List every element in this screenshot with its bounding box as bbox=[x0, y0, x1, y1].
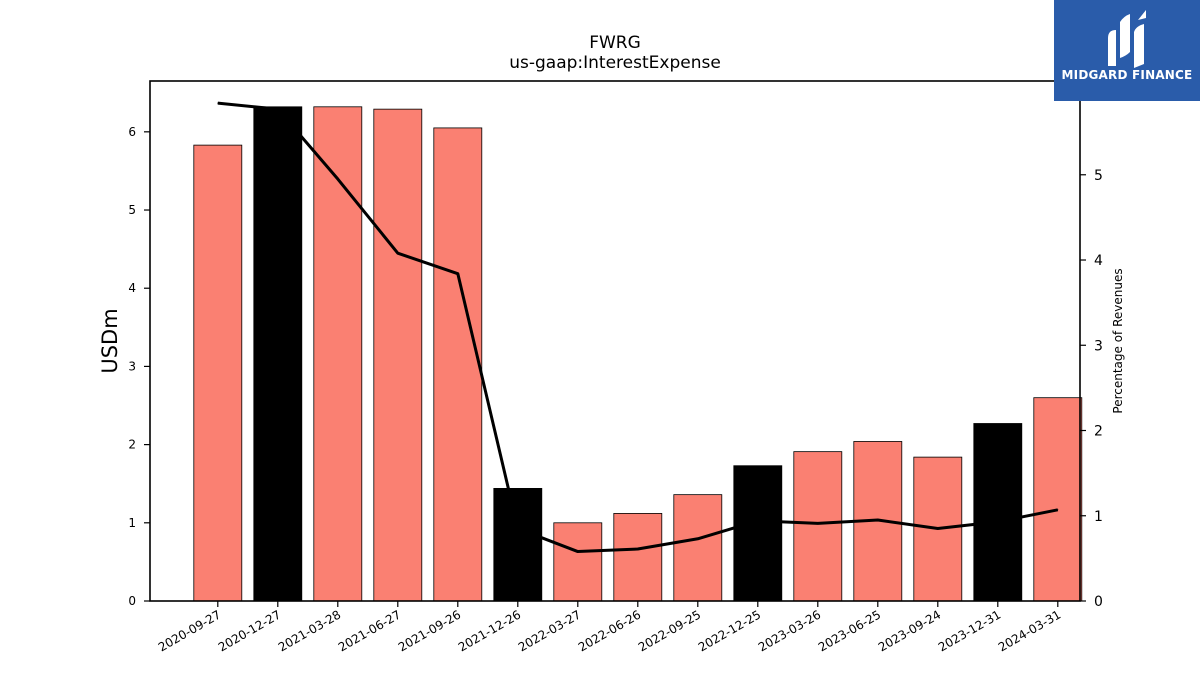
y-tick-label: 3 bbox=[128, 359, 136, 373]
bar-2020-12-27 bbox=[253, 106, 303, 602]
y2-tick-label: 4 bbox=[1094, 253, 1103, 269]
bar-2021-06-27 bbox=[373, 108, 423, 602]
bar-2022-06-26 bbox=[613, 513, 663, 602]
x-tick-label: 2022-09-25 bbox=[636, 607, 703, 654]
logo: MIDGARD FINANCE bbox=[1054, 0, 1200, 101]
chart-subtitle: us-gaap:InterestExpense bbox=[509, 53, 721, 73]
x-tick-label: 2022-06-26 bbox=[576, 607, 643, 654]
x-tick-label: 2020-09-27 bbox=[156, 607, 223, 654]
bar-2024-03-31 bbox=[1033, 397, 1083, 602]
line-point-2023-09-24 bbox=[937, 528, 939, 530]
y-axis-label: USDm bbox=[98, 308, 122, 373]
plot-frame bbox=[149, 80, 1081, 602]
line-point-2023-06-25 bbox=[877, 519, 879, 521]
y-tick-label: 4 bbox=[128, 281, 136, 295]
x-tick-label: 2023-09-24 bbox=[876, 607, 943, 654]
y2-tick-label: 1 bbox=[1094, 509, 1103, 525]
x-tick-label: 2022-12-25 bbox=[696, 607, 763, 654]
bar-2021-09-26 bbox=[433, 127, 483, 602]
y2-axis-label: Percentage of Revenues bbox=[1111, 268, 1125, 413]
bars-group bbox=[193, 106, 1083, 602]
bar-2023-12-31 bbox=[973, 423, 1023, 602]
chart-title: FWRG bbox=[589, 33, 641, 53]
x-tick-label: 2021-06-27 bbox=[336, 607, 403, 654]
line-point-2021-09-26 bbox=[457, 273, 459, 275]
line-point-2021-06-27 bbox=[397, 252, 399, 254]
bar-2022-03-27 bbox=[553, 522, 603, 602]
y2-tick-label: 0 bbox=[1094, 594, 1103, 610]
y-tick-label: 1 bbox=[128, 516, 136, 530]
line-point-2023-12-31 bbox=[997, 521, 999, 523]
y-tick-label: 2 bbox=[128, 438, 136, 452]
y2-tick-label: 3 bbox=[1094, 338, 1103, 354]
x-tick-label: 2023-06-25 bbox=[816, 607, 883, 654]
x-tick-label: 2020-12-27 bbox=[216, 607, 283, 654]
line-group bbox=[217, 101, 1059, 554]
bar-2020-09-27 bbox=[193, 144, 243, 602]
line-point-2022-03-27 bbox=[577, 551, 579, 553]
x-tick-label: 2021-03-28 bbox=[276, 607, 343, 654]
bar-2023-03-26 bbox=[793, 451, 843, 602]
bar-2021-03-28 bbox=[313, 106, 363, 602]
bar-2022-12-25 bbox=[733, 465, 783, 602]
bar-2022-09-25 bbox=[673, 494, 723, 602]
line-point-2020-09-27 bbox=[217, 102, 219, 104]
line-point-2022-12-25 bbox=[757, 520, 759, 522]
line-point-2024-03-31 bbox=[1057, 509, 1059, 511]
x-tick-label: 2023-03-26 bbox=[756, 607, 823, 654]
line-point-2021-12-26 bbox=[517, 528, 519, 530]
line-point-2023-03-26 bbox=[817, 522, 819, 524]
y2-tick-label: 2 bbox=[1094, 424, 1103, 440]
line-point-2020-12-27 bbox=[277, 108, 279, 110]
x-tick-label: 2023-12-31 bbox=[936, 607, 1003, 654]
logo-text: MIDGARD FINANCE bbox=[1061, 68, 1193, 82]
y-tick-label: 0 bbox=[128, 594, 136, 608]
x-tick-label: 2021-09-26 bbox=[396, 607, 463, 654]
logo-mark-icon bbox=[1108, 10, 1146, 68]
line-point-2021-03-28 bbox=[337, 178, 339, 180]
x-tick-label: 2022-03-27 bbox=[516, 607, 583, 654]
y-tick-label: 5 bbox=[128, 203, 136, 217]
bar-2021-12-26 bbox=[493, 487, 543, 602]
x-tick-label: 2021-12-26 bbox=[456, 607, 523, 654]
x-tick-label: 2024-03-31 bbox=[996, 607, 1063, 654]
y2-tick-label: 5 bbox=[1094, 168, 1103, 184]
line-point-2022-09-25 bbox=[697, 538, 699, 540]
line-point-2022-06-26 bbox=[637, 548, 639, 550]
y-tick-label: 6 bbox=[128, 125, 136, 139]
